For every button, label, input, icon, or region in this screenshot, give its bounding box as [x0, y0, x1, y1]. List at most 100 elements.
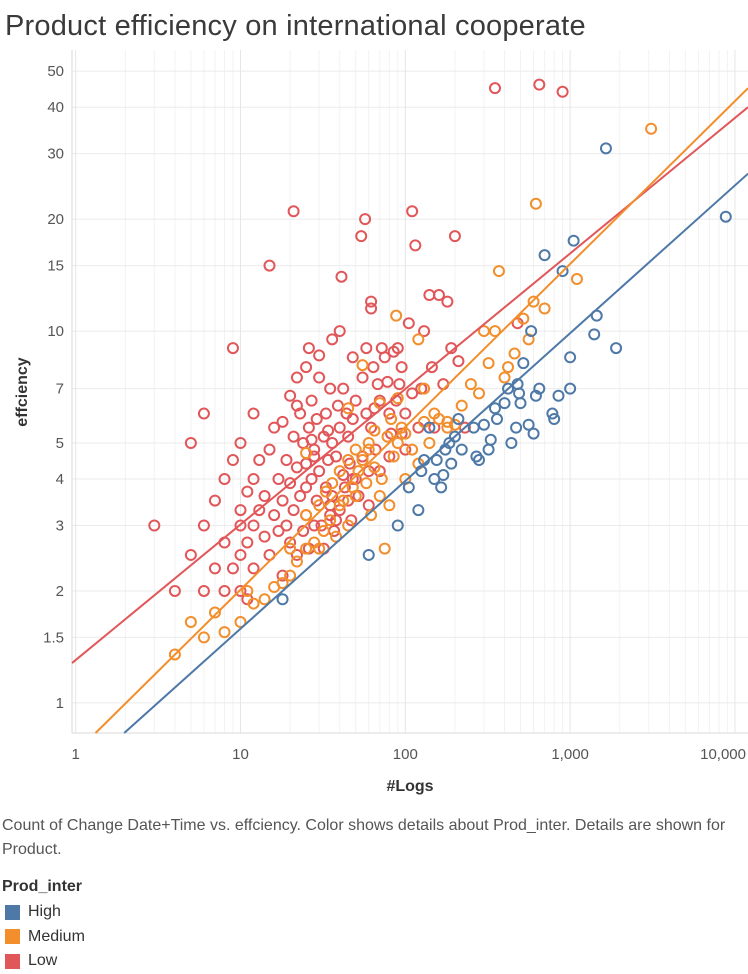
data-point-medium [241, 584, 254, 597]
data-point-low [305, 394, 318, 407]
data-point-high [502, 382, 515, 395]
data-point-medium [385, 413, 398, 426]
data-point-high [525, 325, 538, 338]
data-point-high [490, 413, 503, 426]
data-point-low [395, 361, 408, 374]
data-point-low [197, 407, 210, 420]
data-point-low [556, 85, 569, 98]
data-point-high [514, 397, 527, 410]
data-point-low [360, 407, 373, 420]
x-axis-title: #Logs [386, 778, 433, 795]
trend-line-medium [94, 87, 748, 734]
data-point-high [599, 142, 612, 155]
data-point-high [552, 389, 565, 402]
y-tick-label: 10 [47, 323, 64, 340]
data-point-medium [538, 302, 551, 315]
data-point-medium [319, 485, 332, 498]
data-point-low [488, 82, 501, 95]
data-point-medium [342, 402, 355, 415]
data-point-low [313, 465, 326, 478]
data-point-high [362, 548, 375, 561]
data-point-low [402, 317, 415, 330]
data-point-low [391, 342, 404, 355]
y-tick-label: 7 [56, 381, 64, 398]
data-point-high [588, 328, 601, 341]
data-point-medium [208, 606, 221, 619]
data-point-low [253, 504, 266, 517]
data-point-medium [375, 473, 388, 486]
data-point-medium [284, 542, 297, 555]
data-point-high [533, 382, 546, 395]
data-point-high [529, 389, 542, 402]
data-point-low [253, 454, 266, 467]
scatter-chart: 1 1.5 2 3 4 5 7 10 15 20 30 40 50 1 10 100 1,000 10,000 #L… [14, 50, 748, 795]
x-tick-label: 10 [232, 746, 249, 763]
data-point-high [498, 397, 511, 410]
data-point-low [276, 494, 289, 507]
data-point-low [247, 473, 260, 486]
data-point-medium [381, 430, 394, 443]
data-point-low [383, 450, 396, 463]
data-point-low [313, 371, 326, 384]
data-point-high [452, 413, 465, 426]
data-point-low [441, 295, 454, 308]
data-point-high [538, 249, 551, 262]
data-point-low [287, 504, 300, 517]
y-tick-label: 20 [47, 211, 64, 228]
x-tick-label: 1 [71, 746, 79, 763]
data-point-low [241, 485, 254, 498]
data-point-low [349, 394, 362, 407]
data-point-low [360, 342, 373, 355]
data-point-high [505, 437, 518, 450]
data-point-low [218, 584, 231, 597]
data-point-medium [488, 325, 501, 338]
data-point-medium [492, 265, 505, 278]
data-point-high [482, 443, 495, 456]
data-point-low [184, 437, 197, 450]
data-point-low [234, 584, 247, 597]
data-point-low [287, 205, 300, 218]
data-point-low [305, 473, 318, 486]
data-point-low [310, 413, 323, 426]
data-point-medium [498, 371, 511, 384]
data-point-medium [441, 415, 454, 428]
data-point-medium [284, 569, 297, 582]
data-point-medium [482, 357, 495, 370]
legend-item-high[interactable]: High [2, 900, 85, 925]
x-tick-label: 100 [393, 746, 418, 763]
legend-title: Prod_inter [2, 878, 83, 895]
data-point-low [226, 562, 239, 575]
data-point-medium [412, 333, 425, 346]
data-point-low [322, 424, 335, 437]
data-point-medium [464, 378, 477, 391]
data-point-medium [342, 454, 355, 467]
legend-item-low[interactable]: Low [2, 949, 85, 974]
data-point-low [284, 536, 297, 549]
y-tick-label: 5 [56, 435, 64, 452]
trend-line-high [123, 172, 748, 734]
legend-item-medium[interactable]: Medium [2, 925, 85, 950]
data-point-high [484, 433, 497, 446]
data-point-medium [349, 490, 362, 503]
data-point-low [276, 569, 289, 582]
data-point-high [517, 357, 530, 370]
data-point-low [346, 413, 359, 426]
data-point-high [437, 469, 450, 482]
data-point-low [365, 302, 378, 315]
legend-label-high: High [28, 903, 61, 921]
data-point-medium [373, 490, 386, 503]
x-tick-label: 1,000 [551, 746, 589, 763]
data-point-low [346, 473, 359, 486]
data-point-high [527, 427, 540, 440]
y-tick-label: 1.5 [43, 629, 64, 646]
data-point-low [241, 536, 254, 549]
data-point-low [247, 407, 260, 420]
y-tick-label: 30 [47, 146, 64, 163]
data-point-low [302, 342, 315, 355]
data-point-medium [168, 648, 181, 661]
data-point-low [335, 270, 348, 283]
data-point-medium [406, 443, 419, 456]
data-point-low [356, 371, 369, 384]
y-tick-label: 40 [47, 99, 64, 116]
data-point-medium [378, 542, 391, 555]
